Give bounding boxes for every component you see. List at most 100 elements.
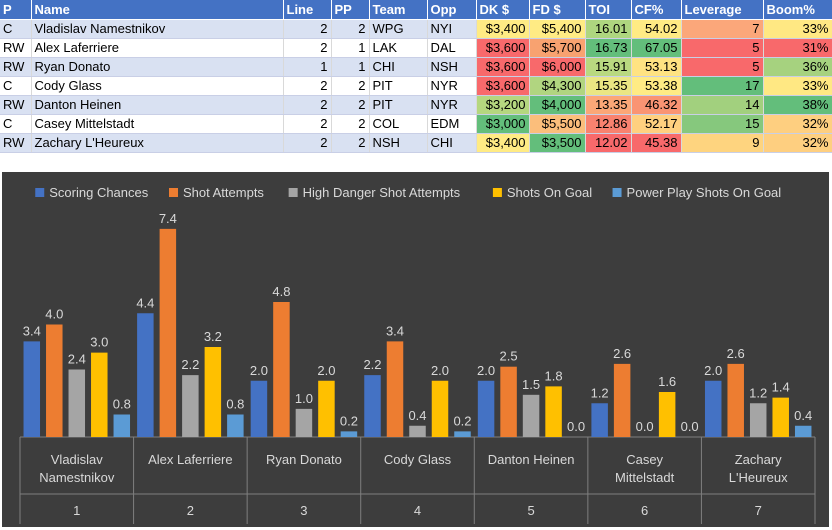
cell-dk[interactable]: $3,600 — [476, 57, 530, 77]
cell-team[interactable]: LAK — [369, 38, 428, 58]
column-header-name[interactable]: Name — [31, 0, 284, 20]
cell-opp[interactable]: NYR — [427, 76, 477, 96]
cell-line[interactable]: 2 — [283, 19, 332, 39]
table-row[interactable]: C Cody Glass 2 2 PIT NYR $3,600 $4,300 15.35 53.3… — [0, 76, 832, 96]
column-header-opp[interactable]: Opp — [427, 0, 477, 20]
cell-cf[interactable]: 52.17 — [631, 114, 682, 134]
table-row[interactable]: RW Danton Heinen 2 2 PIT NYR $3,200 $4,000 13.35… — [0, 95, 832, 115]
cell-cf[interactable]: 67.05 — [631, 38, 682, 58]
cell-line[interactable]: 2 — [283, 95, 332, 115]
cell-leverage[interactable]: 17 — [681, 76, 764, 96]
cell-boom[interactable]: 36% — [763, 57, 832, 77]
column-header-cf[interactable]: CF% — [631, 0, 682, 20]
cell-fd[interactable]: $4,000 — [529, 95, 586, 115]
table-row[interactable]: C Casey Mittelstadt 2 2 COL EDM $3,000 $5,500 12… — [0, 114, 832, 134]
cell-line[interactable]: 2 — [283, 133, 332, 153]
cell-dk[interactable]: $3,600 — [476, 38, 530, 58]
cell-leverage[interactable]: 14 — [681, 95, 764, 115]
table-row[interactable]: RW Alex Laferriere 2 1 LAK DAL $3,600 $5,700 16.… — [0, 38, 832, 58]
cell-dk[interactable]: $3,600 — [476, 76, 530, 96]
cell-name[interactable]: Ryan Donato — [31, 57, 284, 77]
cell-name[interactable]: Zachary L'Heureux — [31, 133, 284, 153]
cell-boom[interactable]: 33% — [763, 19, 832, 39]
cell-leverage[interactable]: 7 — [681, 19, 764, 39]
cell-opp[interactable]: DAL — [427, 38, 477, 58]
cell-team[interactable]: NSH — [369, 133, 428, 153]
cell-opp[interactable]: NYI — [427, 19, 477, 39]
cell-p[interactable]: C — [0, 76, 32, 96]
cell-boom[interactable]: 38% — [763, 95, 832, 115]
cell-p[interactable]: C — [0, 114, 32, 134]
cell-dk[interactable]: $3,000 — [476, 114, 530, 134]
column-header-team[interactable]: Team — [369, 0, 428, 20]
cell-team[interactable]: PIT — [369, 76, 428, 96]
cell-line[interactable]: 2 — [283, 38, 332, 58]
cell-fd[interactable]: $5,400 — [529, 19, 586, 39]
cell-fd[interactable]: $6,000 — [529, 57, 586, 77]
column-header-toi[interactable]: TOI — [585, 0, 632, 20]
cell-toi[interactable]: 13.35 — [585, 95, 632, 115]
cell-toi[interactable]: 16.01 — [585, 19, 632, 39]
column-header-boom[interactable]: Boom% — [763, 0, 832, 20]
cell-toi[interactable]: 15.91 — [585, 57, 632, 77]
cell-pp[interactable]: 2 — [331, 95, 370, 115]
cell-fd[interactable]: $3,500 — [529, 133, 586, 153]
cell-pp[interactable]: 1 — [331, 57, 370, 77]
cell-line[interactable]: 2 — [283, 76, 332, 96]
cell-p[interactable]: RW — [0, 133, 32, 153]
column-header-leverage[interactable]: Leverage — [681, 0, 764, 20]
cell-toi[interactable]: 15.35 — [585, 76, 632, 96]
cell-pp[interactable]: 2 — [331, 133, 370, 153]
column-header-pp[interactable]: PP — [331, 0, 370, 20]
table-row[interactable]: RW Ryan Donato 1 1 CHI NSH $3,600 $6,000 15.91 53… — [0, 57, 832, 77]
cell-name[interactable]: Vladislav Namestnikov — [31, 19, 284, 39]
cell-cf[interactable]: 46.32 — [631, 95, 682, 115]
cell-line[interactable]: 1 — [283, 57, 332, 77]
column-header-line[interactable]: Line — [283, 0, 332, 20]
cell-dk[interactable]: $3,200 — [476, 95, 530, 115]
cell-fd[interactable]: $5,500 — [529, 114, 586, 134]
cell-cf[interactable]: 53.13 — [631, 57, 682, 77]
cell-team[interactable]: WPG — [369, 19, 428, 39]
table-row[interactable]: RW Zachary L'Heureux 2 2 NSH CHI $3,400 $3,500 1… — [0, 133, 832, 153]
cell-pp[interactable]: 2 — [331, 114, 370, 134]
table-row[interactable]: C Vladislav Namestnikov 2 2 WPG NYI $3,400 $5,4… — [0, 19, 832, 39]
cell-leverage[interactable]: 5 — [681, 38, 764, 58]
cell-name[interactable]: Danton Heinen — [31, 95, 284, 115]
cell-name[interactable]: Casey Mittelstadt — [31, 114, 284, 134]
cell-cf[interactable]: 45.38 — [631, 133, 682, 153]
cell-toi[interactable]: 12.02 — [585, 133, 632, 153]
cell-toi[interactable]: 12.86 — [585, 114, 632, 134]
cell-p[interactable]: RW — [0, 95, 32, 115]
cell-cf[interactable]: 54.02 — [631, 19, 682, 39]
cell-opp[interactable]: CHI — [427, 133, 477, 153]
cell-team[interactable]: CHI — [369, 57, 428, 77]
cell-boom[interactable]: 31% — [763, 38, 832, 58]
cell-p[interactable]: C — [0, 19, 32, 39]
cell-boom[interactable]: 33% — [763, 76, 832, 96]
cell-dk[interactable]: $3,400 — [476, 19, 530, 39]
cell-cf[interactable]: 53.38 — [631, 76, 682, 96]
column-header-dk[interactable]: DK $ — [476, 0, 530, 20]
cell-team[interactable]: PIT — [369, 95, 428, 115]
cell-fd[interactable]: $4,300 — [529, 76, 586, 96]
cell-leverage[interactable]: 15 — [681, 114, 764, 134]
cell-line[interactable]: 2 — [283, 114, 332, 134]
cell-opp[interactable]: NSH — [427, 57, 477, 77]
cell-name[interactable]: Cody Glass — [31, 76, 284, 96]
cell-opp[interactable]: NYR — [427, 95, 477, 115]
column-header-position[interactable]: P — [0, 0, 32, 20]
cell-pp[interactable]: 2 — [331, 76, 370, 96]
cell-opp[interactable]: EDM — [427, 114, 477, 134]
cell-boom[interactable]: 32% — [763, 114, 832, 134]
cell-pp[interactable]: 1 — [331, 38, 370, 58]
cell-name[interactable]: Alex Laferriere — [31, 38, 284, 58]
cell-pp[interactable]: 2 — [331, 19, 370, 39]
cell-p[interactable]: RW — [0, 38, 32, 58]
cell-toi[interactable]: 16.73 — [585, 38, 632, 58]
cell-leverage[interactable]: 9 — [681, 133, 764, 153]
cell-team[interactable]: COL — [369, 114, 428, 134]
cell-fd[interactable]: $5,700 — [529, 38, 586, 58]
cell-dk[interactable]: $3,400 — [476, 133, 530, 153]
cell-boom[interactable]: 32% — [763, 133, 832, 153]
